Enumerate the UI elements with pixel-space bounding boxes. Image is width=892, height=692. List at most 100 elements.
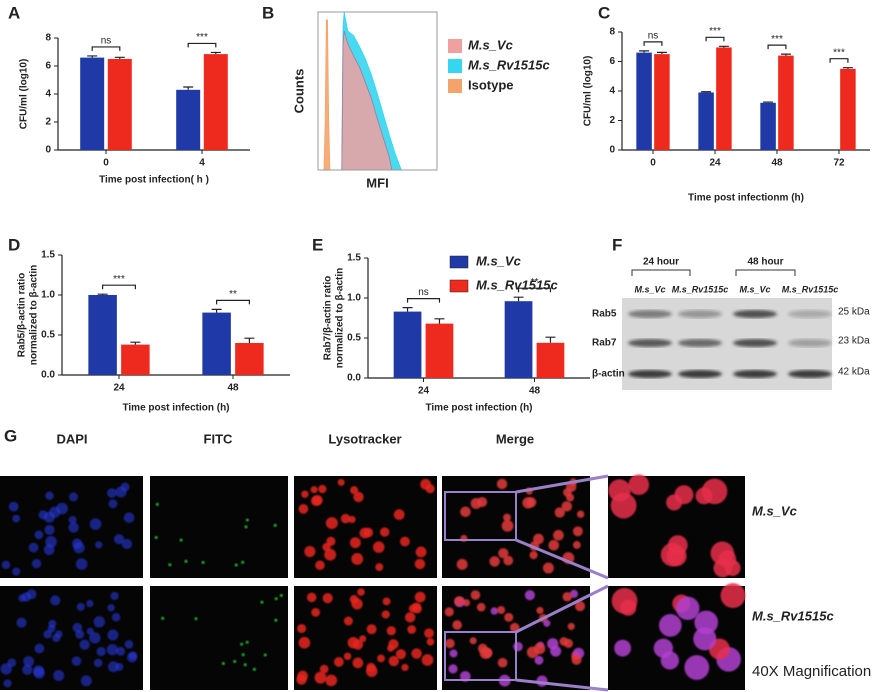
cell [318,484,327,494]
cell [559,637,569,646]
cell [504,612,514,622]
cell [252,667,256,671]
cell [201,560,205,565]
cell [310,486,318,494]
cell [44,524,55,535]
bar [536,342,565,378]
cell [501,519,514,532]
panel-label: C [598,3,610,22]
cell [379,527,390,537]
blot-band [628,310,672,318]
error-bar [210,51,221,55]
cell [393,509,405,520]
cell [33,667,45,679]
legend-swatch [448,39,462,53]
cell [553,529,564,541]
cell [124,639,134,649]
cell [12,514,21,523]
cell [128,651,138,660]
x-axis-label: MFI [366,175,388,190]
error-bar [545,336,556,343]
cell [352,657,364,669]
cell [179,538,183,542]
x-tick-label: 72 [833,158,845,169]
cell [68,492,78,502]
channel-label: DAPI [56,431,87,446]
y-tick-label: 2 [45,117,51,128]
cell [444,607,454,617]
size-label: 23 kDa [838,336,870,347]
significance-bracket [705,36,725,42]
cell [350,486,359,495]
cell [340,513,351,524]
y-tick-label: 1.0 [41,290,55,301]
panel-label: G [4,426,17,445]
y-axis-label: Rab7/β-actin ratio [323,276,334,360]
significance-label: *** [833,47,845,58]
cell [241,560,245,564]
cell [21,592,31,602]
cell [304,546,316,558]
significance-bracket [216,299,250,305]
blot-band [678,310,722,318]
cell [477,497,488,508]
y-tick-label: 0.5 [347,333,361,344]
y-axis-label: Counts [291,69,306,114]
cell [452,620,462,630]
y-axis-label: Rab5/β-actin ratio [17,273,28,357]
cell [359,527,371,539]
cell [469,637,477,645]
cell [503,513,511,522]
x-axis-label: Time post infection (h) [425,403,532,414]
histogram-area [341,30,393,171]
row-label: M.s_Rv1515c [752,608,834,623]
zoom-box [444,631,517,681]
cell [45,491,54,500]
cell [608,479,631,502]
cell [533,643,546,655]
cell [456,558,468,570]
timepoint-label: 24 hour [643,257,679,268]
panel-label: B [262,3,274,22]
y-tick-label: 0.5 [41,330,55,341]
cell [351,553,364,565]
cell [53,670,65,682]
legend-swatch [449,255,469,269]
legend-swatch [448,59,462,73]
cell [31,558,42,569]
y-tick-label: 2 [609,115,615,126]
y-tick-label: 0.0 [347,373,361,384]
cell [353,491,364,503]
row-label: M.s_Vc [752,503,798,518]
cell [47,624,56,633]
cell [381,610,390,619]
cell [73,541,85,554]
cell [448,664,458,674]
error-bar [780,53,791,56]
micrograph [150,586,288,690]
blot-band [733,370,777,378]
blot-band [733,310,777,318]
cell [572,541,581,549]
cell [50,595,61,606]
magnification-note: 40X Magnification [752,663,871,680]
panel-label: D [8,235,20,254]
cell [274,618,278,622]
cell [571,654,582,665]
cell [68,522,79,533]
cell [357,588,365,596]
cell [108,499,118,509]
bar [393,311,422,378]
cell [75,629,85,639]
cell [343,652,352,661]
y-tick-label: 8 [609,27,615,38]
error-bar [87,55,98,58]
cell [412,604,422,614]
cell [116,646,126,656]
y-tick-label: 6 [45,61,51,72]
legend-label: M.s_Vc [476,253,522,268]
cell [407,625,417,634]
cell [161,616,165,620]
cell [296,674,307,685]
size-label: 42 kDa [838,367,870,378]
